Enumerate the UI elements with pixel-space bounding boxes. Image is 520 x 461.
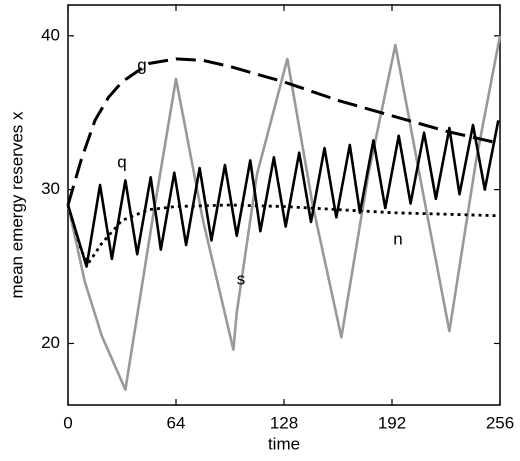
series-label: q [117, 152, 126, 171]
x-tick-label: 192 [378, 413, 406, 432]
y-tick-label: 30 [41, 179, 60, 198]
x-axis-label: time [268, 434, 300, 453]
series-label: n [393, 229, 402, 248]
x-tick-label: 128 [270, 413, 298, 432]
series-line [66, 35, 502, 391]
series-line [66, 120, 500, 268]
series-label: s [237, 269, 246, 288]
series-label: g [137, 55, 146, 74]
x-tick-label: 64 [167, 413, 186, 432]
y-axis-label: mean emergy reserves x [7, 111, 26, 299]
y-tick-label: 40 [41, 25, 60, 44]
x-tick-label: 0 [63, 413, 72, 432]
y-tick-label: 20 [41, 333, 60, 352]
series-line [66, 57, 501, 206]
x-tick-label: 256 [486, 413, 514, 432]
